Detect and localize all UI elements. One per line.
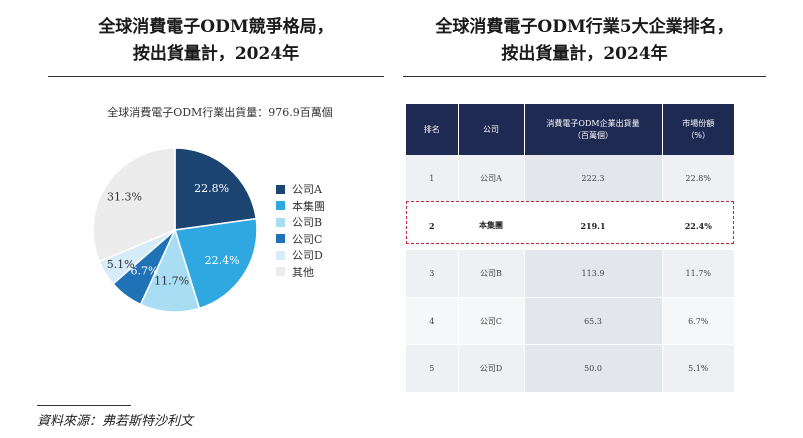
cell-share: 11.7% (662, 249, 734, 298)
left-title-line2: 按出貨量計，2024年 (132, 44, 300, 64)
cell-shipment: 65.3 (524, 297, 663, 346)
legend-label: 其他 (292, 265, 314, 279)
market-share-pie-chart: 22.8% 22.4% 11.7%6.7%5.1% 31.3% (92, 147, 258, 313)
cell-rank: 4 (406, 297, 459, 346)
cell-rank: 3 (406, 249, 459, 298)
legend-swatch (276, 217, 285, 227)
legend-swatch (276, 184, 285, 194)
cell-share: 5.1% (662, 344, 734, 393)
cell-shipment: 219.1 (524, 202, 663, 251)
table-header-row: 排名 公司 消費電子ODM企業出貨量 （百萬個） 市場份額 （%） (406, 104, 734, 155)
legend-swatch (276, 201, 285, 211)
legend-swatch (276, 267, 285, 277)
legend-label: 公司A (292, 183, 322, 197)
right-title-line1: 全球消費電子ODM行業5大企業排名， (435, 17, 734, 37)
cell-rank: 1 (406, 155, 459, 203)
right-title-line2: 按出貨量計，2024年 (501, 44, 668, 64)
legend-item: 公司D (276, 247, 325, 264)
pie-slice (92, 147, 176, 263)
legend-label: 公司B (292, 216, 323, 230)
legend-item: 其他 (276, 264, 325, 281)
pie-data-label: 11.7% (154, 275, 189, 288)
right-title-divider (403, 76, 766, 77)
legend-item: 公司B (276, 214, 325, 231)
table-row: 2 本集團 219.1 22.4% (406, 202, 734, 251)
cell-company: 公司A (458, 155, 525, 203)
cell-shipment: 222.3 (524, 155, 663, 203)
pie-legend: 公司A 本集團公司B 公司C 公司D 其他 (276, 181, 325, 280)
ranking-table: 排名 公司 消費電子ODM企業出貨量 （百萬個） 市場份額 （%） 1 公司A 222.… (406, 104, 734, 393)
cell-rank: 5 (406, 344, 459, 393)
table-row: 5 公司D 50.0 5.1% (406, 344, 734, 393)
source-divider (37, 405, 131, 406)
header-shipment: 消費電子ODM企業出貨量 （百萬個） (524, 104, 663, 155)
left-panel-title: 全球消費電子ODM競爭格局， 按出貨量計，2024年 (48, 14, 384, 68)
pie-slice (174, 147, 258, 231)
legend-label: 公司C (292, 232, 323, 246)
right-panel-title: 全球消費電子ODM行業5大企業排名， 按出貨量計，2024年 (403, 14, 766, 68)
legend-item: 公司A (276, 181, 325, 198)
cell-company: 本集團 (458, 202, 525, 251)
pie-data-label: 22.4% (205, 254, 240, 267)
pie-data-label: 31.3% (107, 190, 142, 203)
cell-shipment: 50.0 (524, 344, 663, 393)
pie-data-label: 5.1% (107, 258, 135, 271)
pie-data-label: 22.8% (194, 182, 229, 195)
cell-company: 公司C (458, 297, 525, 346)
cell-share: 22.8% (662, 155, 734, 203)
cell-company: 公司B (458, 249, 525, 298)
pie-slice (174, 217, 258, 310)
header-company: 公司 (458, 104, 525, 155)
left-title-line1: 全球消費電子ODM競爭格局， (98, 17, 334, 37)
legend-item: 公司C (276, 231, 325, 248)
legend-item: 本集團 (276, 198, 325, 215)
pie-data-label: 6.7% (130, 265, 158, 278)
legend-label: 本集團 (292, 199, 325, 213)
source-note: 資料來源：弗若斯特沙利文 (37, 414, 194, 429)
header-rank: 排名 (406, 104, 459, 155)
table-row: 3 公司B 113.9 11.7% (406, 249, 734, 298)
legend-swatch (276, 234, 285, 244)
left-title-divider (48, 76, 384, 77)
cell-rank: 2 (406, 202, 459, 251)
pie-subtitle: 全球消費電子ODM行業出貨量：976.9百萬個 (107, 106, 333, 119)
cell-share: 22.4% (662, 202, 734, 251)
cell-company: 公司D (458, 344, 525, 393)
legend-swatch (276, 250, 285, 260)
header-share: 市場份額 （%） (662, 104, 734, 155)
cell-shipment: 113.9 (524, 249, 663, 298)
table-row: 4 公司C 65.3 6.7% (406, 297, 734, 346)
legend-label: 公司D (292, 249, 323, 263)
cell-share: 6.7% (662, 297, 734, 346)
table-row: 1 公司A 222.3 22.8% (406, 155, 734, 203)
